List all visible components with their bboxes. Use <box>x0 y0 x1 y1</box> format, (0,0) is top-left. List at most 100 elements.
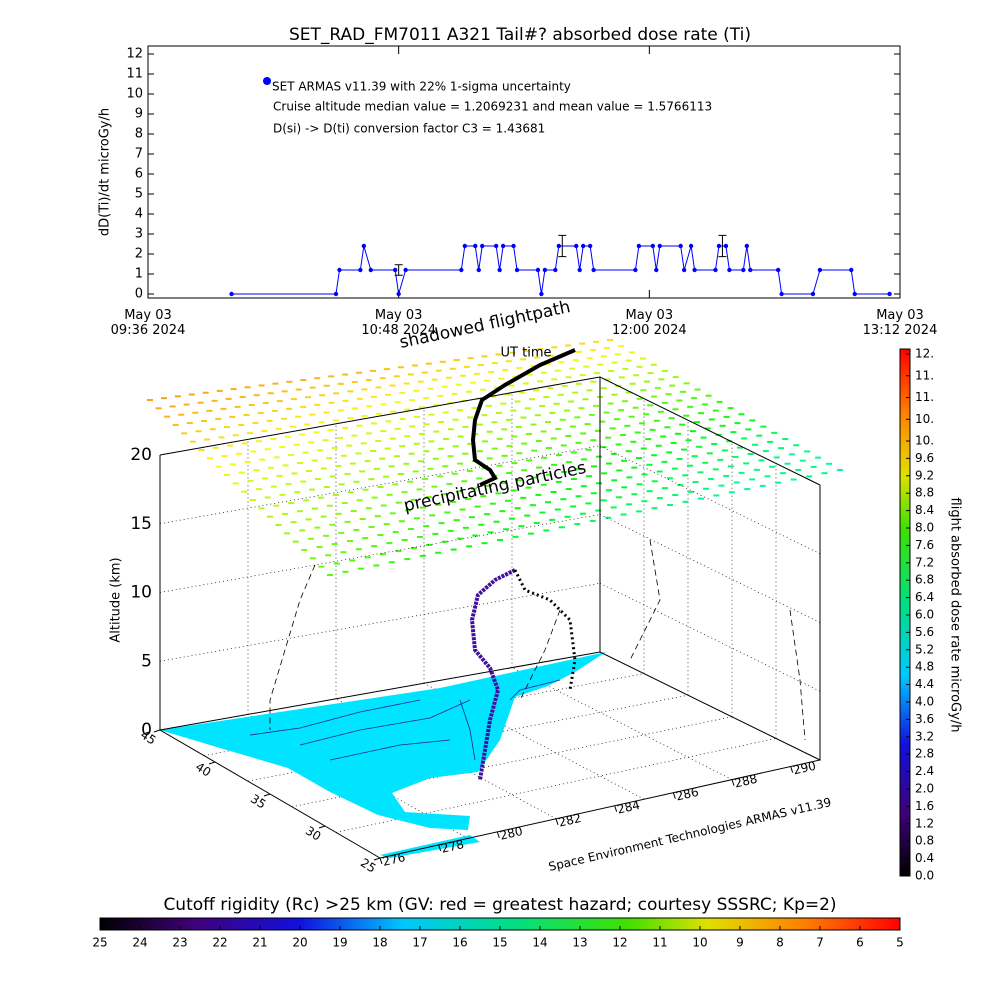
colorbar-tick-label: 1.2 <box>915 816 934 830</box>
y-tick-label: 5 <box>135 187 143 202</box>
point <box>741 267 746 273</box>
legend-label: SET ARMAS v11.39 with 22% 1-sigma uncert… <box>272 80 571 94</box>
point <box>392 267 398 273</box>
y-tick <box>263 793 271 797</box>
point <box>580 243 586 249</box>
z-grid-line <box>159 376 601 456</box>
x-tick-label: 284 <box>616 798 641 817</box>
point <box>727 267 732 273</box>
colorbar-tick-label: 10 <box>692 936 707 950</box>
colorbar-tick-label: 5.6 <box>915 625 934 639</box>
colorbar-tick-label: 4.4 <box>915 677 934 691</box>
colorbar-tick-label: 7.2 <box>915 555 934 569</box>
grid-line <box>291 716 733 808</box>
x-tick <box>496 831 500 839</box>
colorbar-tick-label: 2.8 <box>915 747 934 761</box>
colorbar-tick-label: 13 <box>572 936 587 950</box>
colorbar-title: Cutoff rigidity (Rc) >25 km (GV: red = g… <box>163 895 836 915</box>
z-grid-line <box>159 445 601 525</box>
y-tick-label: 12 <box>126 47 143 62</box>
point <box>692 267 697 273</box>
point <box>744 243 750 249</box>
point <box>650 243 656 249</box>
point <box>887 291 892 297</box>
y-tick-label: 11 <box>126 67 143 82</box>
grid-line <box>423 682 645 800</box>
legend-marker <box>263 77 271 85</box>
flight-path <box>470 348 576 487</box>
point <box>591 267 596 273</box>
flight-path-shadow <box>469 568 516 781</box>
x-tick-label: 276 <box>381 850 406 869</box>
colorbar-tick-label: 21 <box>252 936 267 950</box>
colorbar-tick-label: 19 <box>332 936 347 950</box>
point <box>817 267 823 273</box>
point <box>723 243 729 249</box>
y-tick-label: 3 <box>135 227 143 242</box>
point <box>361 243 367 249</box>
colorbar-tick-label: 20 <box>292 936 307 950</box>
colorbar-label: flight absorbed dose rate microGy/h <box>948 498 963 733</box>
x-tick-label: May 03 13:12 2024 <box>863 308 938 338</box>
colorbar-tick-label: 10. <box>915 434 934 448</box>
colorbar-tick-label: 14 <box>532 936 547 950</box>
point <box>748 267 753 273</box>
x-tick-label: May 03 10:48 2024 <box>361 308 436 338</box>
point <box>480 243 485 249</box>
error-bar <box>394 264 403 276</box>
point <box>500 243 506 249</box>
z-grid-line <box>599 445 821 555</box>
colorbar-tick-label: 25 <box>92 936 107 950</box>
y-tick-label: 7 <box>135 147 143 162</box>
box-edges <box>158 376 822 859</box>
x-tick-label: May 03 12:00 2024 <box>612 308 687 338</box>
point <box>633 267 638 273</box>
x-tick <box>555 818 559 825</box>
y-tick <box>153 729 161 733</box>
point <box>716 243 722 249</box>
colorbar-tick-label: 5 <box>896 936 904 950</box>
point <box>636 243 642 249</box>
colorbar-tick-label: 18 <box>372 936 387 950</box>
colorbar-tick-label: 24 <box>132 936 147 950</box>
point <box>476 267 481 273</box>
point <box>713 267 718 273</box>
colorbar-tick-label: 9.6 <box>915 451 934 465</box>
point <box>368 267 374 273</box>
point <box>229 291 234 297</box>
colorbar-tick-label: 7 <box>816 936 824 950</box>
colorbar-tick-label: 10. <box>915 412 934 426</box>
x-tick <box>731 779 735 786</box>
point <box>542 267 548 273</box>
y-tick-label: 6 <box>135 167 143 182</box>
colorbar-tick-label: 15 <box>492 936 507 950</box>
z-tick-label: 15 <box>130 514 152 534</box>
colorbar-tick-label: 6 <box>856 936 864 950</box>
colorbar-tick-label: 11. <box>915 368 934 382</box>
colorbar-tick-label: 11 <box>652 936 667 950</box>
x-tick <box>614 805 618 812</box>
map-land <box>160 652 606 830</box>
point <box>539 291 544 297</box>
z-grid-line <box>599 651 821 761</box>
colorbar-tick-label: 2.4 <box>915 764 934 778</box>
line <box>231 245 890 295</box>
colorbar-tick-label: 16 <box>452 936 467 950</box>
point <box>852 291 857 297</box>
z-grid-line <box>159 651 601 731</box>
z-grid-line <box>599 514 821 623</box>
colorbar-tick-label: 8.8 <box>915 486 934 500</box>
y-tick-label: 0 <box>135 287 143 302</box>
point <box>459 267 464 273</box>
z-grid-line <box>159 582 601 662</box>
colorbar-tick-label: 1.6 <box>915 799 934 813</box>
colorbar-tick-label: 17 <box>412 936 427 950</box>
annotation: precipitating particles <box>402 458 588 516</box>
x-tick-label: 280 <box>498 824 523 843</box>
point <box>574 243 579 249</box>
x-tick <box>438 844 442 852</box>
point <box>553 267 558 273</box>
x-tick <box>379 857 383 865</box>
colorbar-tick-label: 8.0 <box>915 521 934 535</box>
map-borders <box>249 679 561 761</box>
